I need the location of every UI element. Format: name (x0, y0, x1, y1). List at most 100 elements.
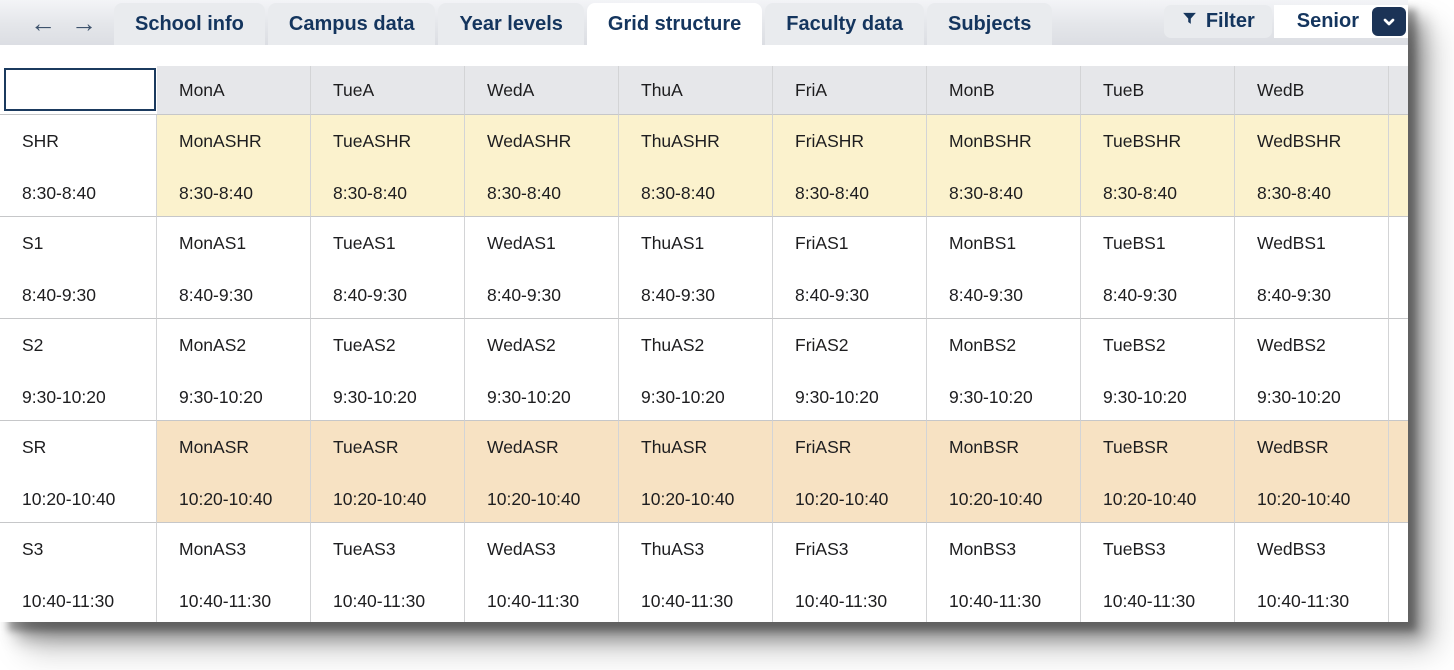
grid-cell-WedBSHR[interactable]: WedBSHR 8:30-8:40 (1235, 115, 1389, 217)
grid-cell-WedBSR[interactable]: WedBSR 10:20-10:40 (1235, 421, 1389, 523)
grid-cell-TueAS1[interactable]: TueAS1 8:40-9:30 (311, 217, 465, 319)
row-header-S1[interactable]: S1 8:40-9:30 (0, 217, 157, 319)
row-period-label: S3 (22, 539, 44, 559)
row-header-S2[interactable]: S2 9:30-10:20 (0, 319, 157, 421)
grid-cell-TueBS2[interactable]: TueBS2 9:30-10:20 (1081, 319, 1235, 421)
grid-cell-MonAS1[interactable]: MonAS1 8:40-9:30 (157, 217, 311, 319)
grid-cell-WedAS1[interactable]: WedAS1 8:40-9:30 (465, 217, 619, 319)
tab-subjects[interactable]: Subjects (926, 3, 1053, 45)
cell-time-label: 8:30-8:40 (487, 182, 561, 203)
corner-selection-cell[interactable] (0, 66, 157, 115)
cell-period-label: MonBSR (949, 437, 1020, 457)
grid-cell-FriAS3[interactable]: FriAS3 10:40-11:30 (773, 523, 927, 622)
row-header-SR[interactable]: SR 10:20-10:40 (0, 421, 157, 523)
cell-time-label: 10:20-10:40 (1103, 488, 1197, 509)
cell-time-label: 10:20-10:40 (949, 488, 1043, 509)
cell-time-label: 10:40-11:30 (487, 590, 580, 611)
cell-period-label: TueBS3 (1103, 539, 1166, 559)
cell-time-label: 8:30-8:40 (641, 182, 715, 203)
cell-time-label: 9:30-10:20 (949, 386, 1033, 407)
grid-cell-clipped[interactable] (1389, 421, 1408, 523)
grid-cell-TueBSHR[interactable]: TueBSHR 8:30-8:40 (1081, 115, 1235, 217)
column-header-MonB[interactable]: MonB (927, 66, 1081, 115)
column-header-label: MonB (949, 79, 995, 100)
grid-cell-MonASHR[interactable]: MonASHR 8:30-8:40 (157, 115, 311, 217)
column-header-WedB[interactable]: WedB (1235, 66, 1389, 115)
cell-time-label: 10:40-11:30 (795, 590, 888, 611)
grid-cell-FriASR[interactable]: FriASR 10:20-10:40 (773, 421, 927, 523)
cell-time-label: 8:30-8:40 (1103, 182, 1177, 203)
filter-button[interactable]: Filter (1163, 5, 1272, 38)
column-header-label: WedA (487, 79, 535, 100)
column-header-TueB[interactable]: TueB (1081, 66, 1235, 115)
tab-year-levels[interactable]: Year levels (438, 3, 584, 45)
cell-period-label: TueAS3 (333, 539, 396, 559)
column-header-TueA[interactable]: TueA (311, 66, 465, 115)
tab-bar: School info Campus data Year levels Grid st… (114, 0, 1053, 45)
grid-cell-MonBS1[interactable]: MonBS1 8:40-9:30 (927, 217, 1081, 319)
tab-school-info[interactable]: School info (114, 3, 265, 45)
grid-cell-TueBSR[interactable]: TueBSR 10:20-10:40 (1081, 421, 1235, 523)
grid-cell-clipped[interactable] (1389, 115, 1408, 217)
row-time-label: 8:30-8:40 (22, 182, 96, 203)
cell-time-label: 8:40-9:30 (1103, 284, 1177, 305)
forward-icon[interactable]: → (71, 7, 97, 38)
grid-cell-ThuAS1[interactable]: ThuAS1 8:40-9:30 (619, 217, 773, 319)
cell-time-label: 10:20-10:40 (795, 488, 889, 509)
grid-cell-FriAS2[interactable]: FriAS2 9:30-10:20 (773, 319, 927, 421)
grid-cell-ThuASR[interactable]: ThuASR 10:20-10:40 (619, 421, 773, 523)
grid-cell-clipped[interactable] (1389, 319, 1408, 421)
tab-campus-data[interactable]: Campus data (267, 3, 436, 45)
column-header-clipped[interactable] (1389, 66, 1408, 115)
cell-period-label: ThuAS1 (641, 233, 705, 253)
grid-cell-MonAS3[interactable]: MonAS3 10:40-11:30 (157, 523, 311, 622)
tab-faculty-data[interactable]: Faculty data (765, 3, 924, 45)
grid-cell-WedBS1[interactable]: WedBS1 8:40-9:30 (1235, 217, 1389, 319)
grid-cell-MonBSHR[interactable]: MonBSHR 8:30-8:40 (927, 115, 1081, 217)
grid-cell-MonASR[interactable]: MonASR 10:20-10:40 (157, 421, 311, 523)
grid-cell-clipped[interactable] (1389, 217, 1408, 319)
grid-cell-WedAS2[interactable]: WedAS2 9:30-10:20 (465, 319, 619, 421)
column-header-ThuA[interactable]: ThuA (619, 66, 773, 115)
cell-period-label: MonAS1 (179, 233, 247, 253)
cell-period-label: FriASR (795, 437, 852, 457)
grid-cell-FriAS1[interactable]: FriAS1 8:40-9:30 (773, 217, 927, 319)
grid-cell-WedASR[interactable]: WedASR 10:20-10:40 (465, 421, 619, 523)
grid-cell-ThuAS3[interactable]: ThuAS3 10:40-11:30 (619, 523, 773, 622)
back-icon[interactable]: ← (30, 7, 56, 38)
grid-cell-TueAS2[interactable]: TueAS2 9:30-10:20 (311, 319, 465, 421)
cell-period-label: MonBSHR (949, 131, 1032, 151)
grid-cell-WedASHR[interactable]: WedASHR 8:30-8:40 (465, 115, 619, 217)
grid-cell-ThuASHR[interactable]: ThuASHR 8:30-8:40 (619, 115, 773, 217)
cell-time-label: 8:40-9:30 (333, 284, 407, 305)
row-header-S3[interactable]: S3 10:40-11:30 (0, 523, 157, 622)
grid-cell-WedBS3[interactable]: WedBS3 10:40-11:30 (1235, 523, 1389, 622)
cell-period-label: ThuASHR (641, 131, 720, 151)
row-header-SHR[interactable]: SHR 8:30-8:40 (0, 115, 157, 217)
grid-cell-TueASR[interactable]: TueASR 10:20-10:40 (311, 421, 465, 523)
cell-time-label: 10:20-10:40 (179, 488, 273, 509)
column-header-label: FriA (795, 79, 828, 100)
cell-period-label: TueASHR (333, 131, 412, 151)
chevron-down-icon[interactable] (1372, 7, 1406, 36)
grid-cell-WedAS3[interactable]: WedAS3 10:40-11:30 (465, 523, 619, 622)
column-header-WedA[interactable]: WedA (465, 66, 619, 115)
cell-time-label: 10:40-11:30 (641, 590, 734, 611)
grid-cell-MonBS2[interactable]: MonBS2 9:30-10:20 (927, 319, 1081, 421)
grid-cell-MonBSR[interactable]: MonBSR 10:20-10:40 (927, 421, 1081, 523)
column-header-MonA[interactable]: MonA (157, 66, 311, 115)
grid-cell-TueAS3[interactable]: TueAS3 10:40-11:30 (311, 523, 465, 622)
grid-cell-ThuAS2[interactable]: ThuAS2 9:30-10:20 (619, 319, 773, 421)
row-time-label: 10:20-10:40 (22, 488, 116, 509)
grid-cell-WedBS2[interactable]: WedBS2 9:30-10:20 (1235, 319, 1389, 421)
tab-grid-structure[interactable]: Grid structure (586, 3, 763, 45)
level-selector-dropdown[interactable]: Senior (1273, 5, 1408, 38)
grid-cell-clipped[interactable] (1389, 523, 1408, 622)
grid-cell-MonAS2[interactable]: MonAS2 9:30-10:20 (157, 319, 311, 421)
grid-cell-MonBS3[interactable]: MonBS3 10:40-11:30 (927, 523, 1081, 622)
column-header-FriA[interactable]: FriA (773, 66, 927, 115)
grid-cell-TueBS1[interactable]: TueBS1 8:40-9:30 (1081, 217, 1235, 319)
grid-cell-FriASHR[interactable]: FriASHR 8:30-8:40 (773, 115, 927, 217)
grid-cell-TueBS3[interactable]: TueBS3 10:40-11:30 (1081, 523, 1235, 622)
grid-cell-TueASHR[interactable]: TueASHR 8:30-8:40 (311, 115, 465, 217)
